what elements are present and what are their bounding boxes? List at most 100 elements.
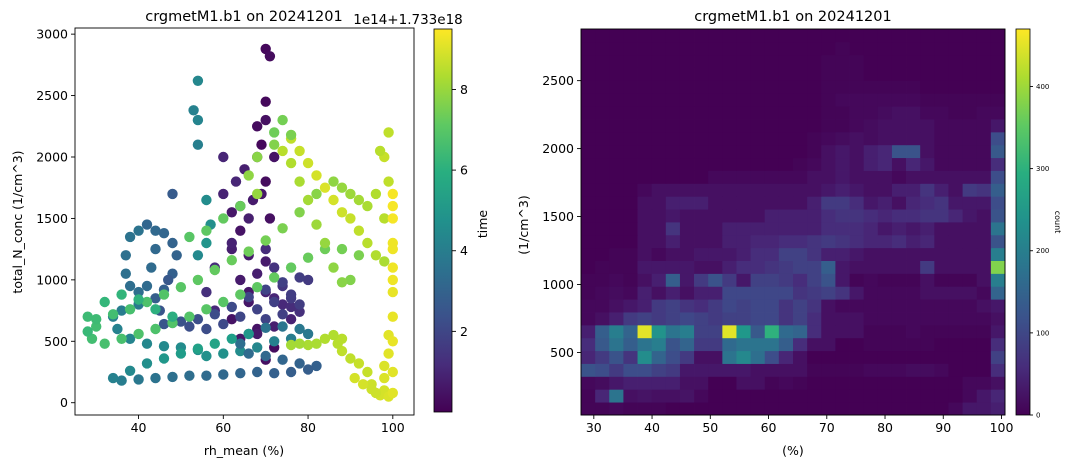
- heatmap-cell: [807, 183, 822, 197]
- heatmap-cell: [906, 260, 921, 274]
- heatmap-cell: [722, 273, 737, 287]
- heatmap-cell: [609, 234, 624, 249]
- heatmap-cell: [849, 170, 865, 184]
- heatmap-cell: [736, 222, 751, 236]
- heatmap-cell: [906, 324, 921, 339]
- scatter-point: [277, 277, 288, 288]
- heatmap-cell: [665, 67, 681, 81]
- heatmap-cell: [863, 80, 879, 94]
- heatmap-cell: [863, 234, 879, 249]
- heatmap-cell: [637, 29, 653, 43]
- heatmap-y-tick-label: 2000: [542, 141, 574, 156]
- heatmap-cell: [793, 183, 808, 197]
- heatmap-cell: [764, 337, 780, 352]
- heatmap-cell: [835, 106, 850, 120]
- heatmap-cell: [764, 376, 780, 390]
- heatmap-cell: [962, 170, 978, 184]
- heatmap-cell: [807, 93, 822, 107]
- scatter-point: [302, 252, 314, 263]
- scatter-point: [269, 151, 280, 163]
- heatmap-cell: [736, 93, 751, 107]
- scatter-point: [302, 339, 314, 351]
- heatmap-cell: [807, 299, 822, 313]
- scatter-point: [252, 151, 263, 163]
- scatter-point: [235, 200, 246, 212]
- scatter-point: [264, 51, 276, 62]
- heatmap-cell: [778, 299, 794, 313]
- scatter-point: [167, 237, 178, 249]
- scatter-axes-frame: [74, 27, 415, 416]
- heatmap-cell: [849, 363, 865, 377]
- heatmap-cell: [821, 222, 836, 236]
- scatter-point: [285, 366, 297, 378]
- heatmap-cell: [906, 286, 921, 300]
- heatmap-cell: [849, 286, 865, 300]
- heatmap-cell: [863, 312, 879, 326]
- heatmap-cell: [694, 209, 709, 223]
- heatmap-cell: [990, 157, 1006, 171]
- heatmap-cell: [665, 234, 681, 249]
- heatmap-cell: [807, 131, 822, 146]
- heatmap-cell: [807, 209, 822, 223]
- heatmap-cell: [891, 80, 907, 94]
- heatmap-cell: [821, 93, 836, 107]
- heatmap-cell: [708, 247, 723, 261]
- heatmap-cell: [665, 312, 681, 326]
- heatmap-cell: [778, 350, 794, 364]
- scatter-point: [82, 326, 93, 337]
- heatmap-cell: [976, 299, 992, 313]
- heatmap-cell: [581, 324, 596, 339]
- scatter-point: [387, 336, 398, 347]
- heatmap-cell: [623, 324, 638, 339]
- heatmap-cell: [990, 234, 1006, 249]
- heatmap-cell: [651, 222, 667, 236]
- heatmap-cell: [821, 286, 836, 300]
- heatmap-cell: [595, 196, 610, 210]
- scatter-x-tick-label: 100: [381, 420, 405, 435]
- heatmap-cell: [990, 67, 1006, 81]
- heatmap-cell: [962, 67, 978, 81]
- heatmap-cell: [793, 299, 808, 313]
- heatmap-cell: [976, 286, 992, 300]
- scatter-point: [82, 311, 93, 322]
- heatmap-cell: [948, 234, 963, 249]
- heatmap-cell: [962, 337, 978, 352]
- heatmap-cell: [778, 286, 794, 300]
- heatmap-cell: [920, 41, 935, 56]
- scatter-point: [201, 370, 212, 381]
- heatmap-y-tick-label: 1000: [542, 277, 574, 292]
- heatmap-cell: [934, 144, 949, 159]
- heatmap-cell: [863, 363, 879, 377]
- heatmap-cell: [764, 247, 780, 261]
- heatmap-cell: [849, 222, 865, 236]
- scatter-point: [260, 322, 271, 333]
- heatmap-cell: [835, 209, 850, 223]
- heatmap-cell: [750, 196, 766, 210]
- heatmap-cell: [835, 402, 850, 416]
- scatter-point: [243, 348, 254, 359]
- heatmap-cell: [821, 209, 836, 223]
- scatter-y-tick-label: 1000: [36, 272, 68, 287]
- scatter-point: [112, 323, 123, 335]
- heatmap-cell: [736, 29, 751, 43]
- heatmap-cell: [722, 389, 737, 403]
- scatter-point: [311, 360, 322, 372]
- heatmap-cell: [651, 170, 667, 184]
- heatmap-cell: [736, 363, 751, 377]
- heatmap-cell: [778, 67, 794, 81]
- count-colorbar-tick-label: 200: [1036, 247, 1049, 255]
- heatmap-cell: [793, 54, 808, 68]
- heatmap-cell: [891, 389, 907, 403]
- heatmap-cell: [835, 183, 850, 197]
- scatter-point: [124, 231, 136, 243]
- heatmap-cell: [793, 273, 808, 287]
- heatmap-cell: [934, 80, 949, 94]
- heatmap-cell: [821, 376, 836, 390]
- scatter-point: [302, 194, 314, 206]
- scatter-point: [201, 194, 212, 206]
- heatmap-x-tick-label: 60: [761, 420, 777, 435]
- heatmap-cell: [962, 157, 978, 171]
- scatter-point: [294, 176, 305, 187]
- heatmap-cell: [962, 363, 978, 377]
- heatmap-cell: [708, 389, 723, 403]
